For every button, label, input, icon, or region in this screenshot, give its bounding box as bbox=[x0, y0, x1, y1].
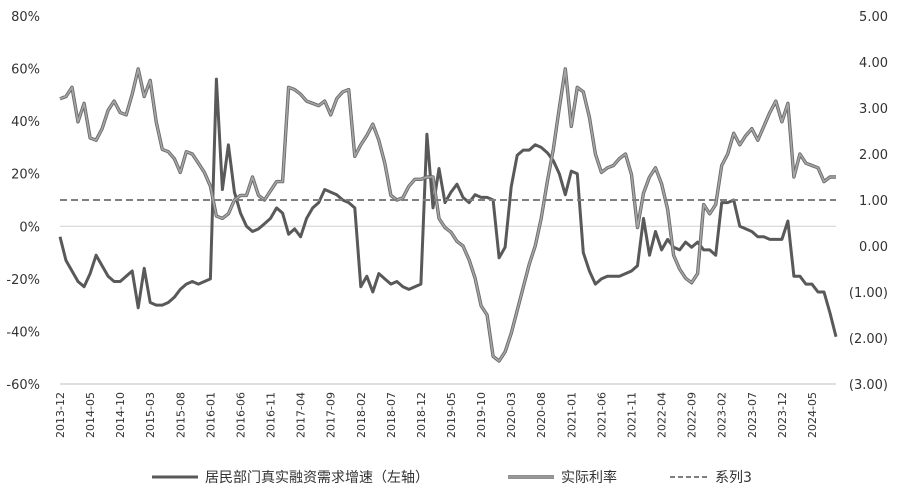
x-tick-label: 2014-10 bbox=[114, 392, 127, 438]
x-tick-label: 2019-10 bbox=[475, 392, 488, 438]
right-tick-label: 0.00 bbox=[859, 240, 888, 255]
legend: 居民部门真实融资需求增速（左轴） 实际利率 系列3 bbox=[152, 469, 752, 486]
right-tick-label: 1.00 bbox=[859, 194, 888, 209]
x-tick-label: 2023-12 bbox=[776, 392, 789, 438]
x-tick-label: 2024-05 bbox=[806, 392, 819, 438]
x-tick-label: 2020-08 bbox=[535, 392, 548, 438]
x-tick-label: 2017-09 bbox=[325, 392, 338, 438]
x-tick-label: 2020-03 bbox=[505, 392, 518, 438]
right-tick-label: (2.00) bbox=[849, 332, 888, 347]
left-tick-label: 0% bbox=[19, 220, 40, 235]
right-tick-label: (3.00) bbox=[849, 378, 888, 393]
x-tick-label: 2022-04 bbox=[656, 392, 669, 438]
x-tick-label: 2017-04 bbox=[295, 392, 308, 438]
x-tick-label: 2021-06 bbox=[595, 392, 608, 438]
x-tick-label: 2021-11 bbox=[625, 392, 638, 438]
left-tick-label: -40% bbox=[6, 325, 40, 340]
series-line-2 bbox=[59, 68, 836, 362]
right-tick-label: 2.00 bbox=[859, 148, 888, 163]
series-line-1 bbox=[58, 77, 838, 338]
x-tick-label: 2023-07 bbox=[746, 392, 759, 438]
left-tick-label: 60% bbox=[11, 63, 40, 78]
legend-label: 系列3 bbox=[715, 470, 752, 486]
left-tick-label: 40% bbox=[11, 115, 40, 130]
left-tick-label: -20% bbox=[6, 273, 40, 288]
x-tick-label: 2016-11 bbox=[265, 392, 278, 438]
series-group bbox=[58, 67, 838, 363]
left-tick-label: -60% bbox=[6, 378, 40, 393]
left-axis: -60% -40% -20% 0% 20% 40% 60% 80% bbox=[6, 10, 40, 393]
legend-label: 实际利率 bbox=[561, 469, 617, 486]
right-tick-label: 3.00 bbox=[859, 102, 888, 117]
x-axis: 2013-12 2014-05 2014-10 2015-03 2015-08 2016-… bbox=[54, 383, 836, 438]
x-tick-label: 2015-03 bbox=[144, 392, 157, 438]
x-tick-label: 2016-06 bbox=[234, 392, 247, 438]
right-tick-label: (1.00) bbox=[849, 286, 888, 301]
x-tick-label: 2019-05 bbox=[445, 392, 458, 438]
right-tick-label: 4.00 bbox=[859, 56, 888, 71]
x-tick-label: 2022-09 bbox=[686, 392, 699, 438]
right-tick-label: 5.00 bbox=[859, 10, 888, 25]
x-tick-label: 2013-12 bbox=[54, 392, 67, 438]
x-tick-label: 2023-02 bbox=[716, 392, 729, 438]
x-tick-label: 2018-07 bbox=[385, 392, 398, 438]
right-axis: (3.00) (2.00) (1.00) 0.00 1.00 2.00 3.00 4.00 5.… bbox=[849, 10, 888, 393]
x-tick-label: 2021-01 bbox=[565, 392, 578, 438]
x-tick-label: 2016-01 bbox=[204, 392, 217, 438]
x-tick-label: 2018-02 bbox=[355, 392, 368, 438]
x-tick-label: 2014-05 bbox=[84, 392, 97, 438]
x-tick-label: 2015-08 bbox=[174, 392, 187, 438]
x-tick-label: 2018-12 bbox=[415, 392, 428, 438]
legend-label: 居民部门真实融资需求增速（左轴） bbox=[205, 470, 429, 486]
left-tick-label: 20% bbox=[11, 168, 40, 183]
left-tick-label: 80% bbox=[11, 10, 40, 25]
